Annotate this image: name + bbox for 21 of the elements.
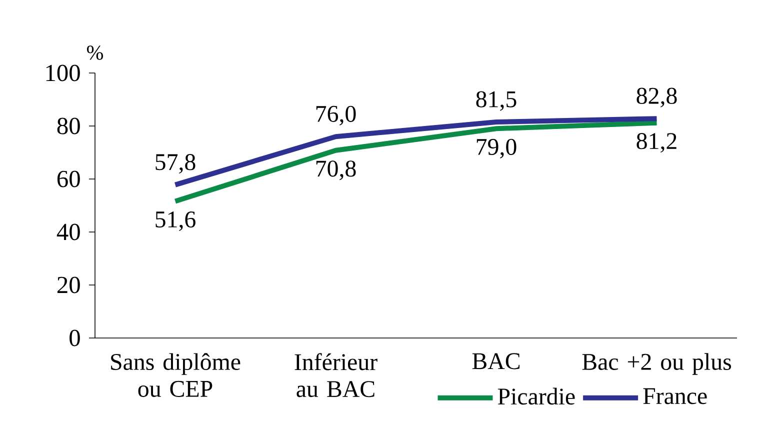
data-label: 82,8: [636, 88, 677, 108]
x-tick-label: Inférieur au BAC: [294, 353, 378, 398]
y-axis-title: %: [87, 46, 104, 60]
y-tick-label: 60: [57, 170, 80, 188]
data-label: 57,8: [156, 154, 196, 174]
y-tick-label: 20: [58, 276, 80, 294]
x-tick-label: BAC: [472, 353, 520, 370]
x-tick-label: Sans diplôme ou CEP: [111, 353, 240, 397]
x-tick-label: Bac +2 ou plus: [582, 353, 732, 375]
data-label: 76,0: [316, 106, 356, 126]
legend-label: France: [643, 388, 707, 404]
data-label: 81,2: [636, 133, 676, 153]
data-label: 81,5: [476, 91, 516, 111]
y-tick-label: 80: [57, 118, 80, 134]
y-tick-label: 100: [46, 64, 80, 82]
data-label: 79,0: [476, 138, 516, 158]
data-label: 51,6: [156, 211, 196, 231]
data-label: 70,8: [316, 160, 356, 180]
y-tick-label: 40: [56, 224, 80, 240]
legend-label: Picardie: [498, 388, 575, 405]
y-tick-label: 0: [70, 330, 80, 346]
